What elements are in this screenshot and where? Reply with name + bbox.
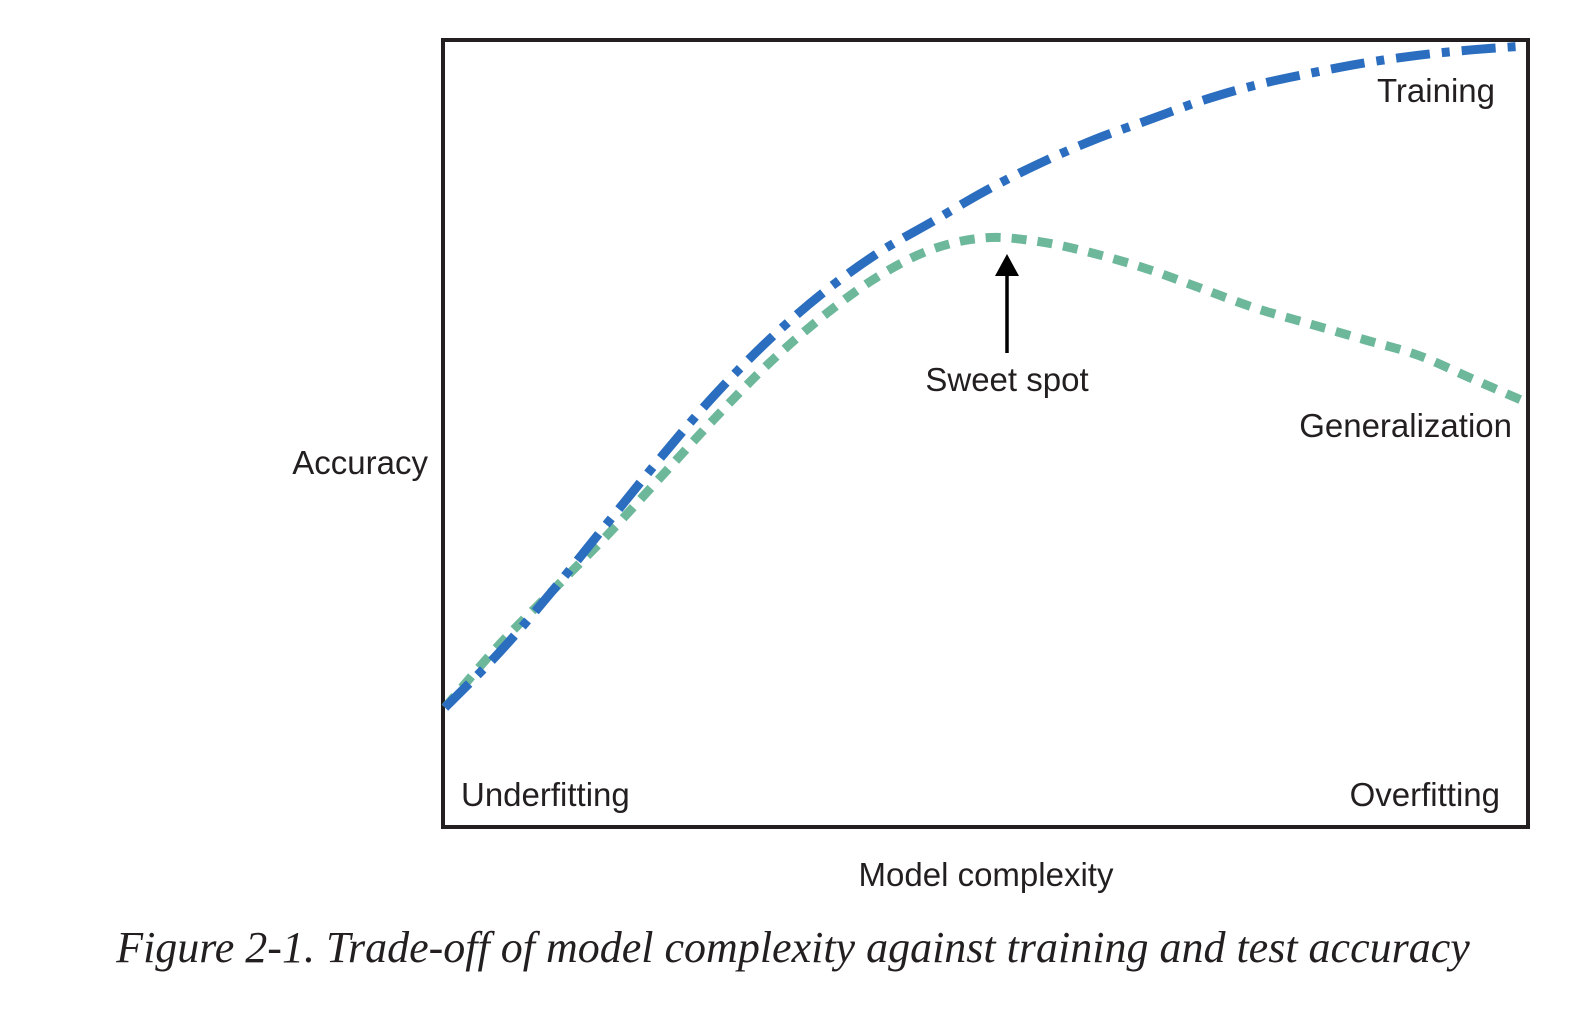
underfitting-label: Underfitting (461, 776, 630, 813)
series-line-training (441, 41, 1527, 711)
generalization-series-label: Generalization (1299, 407, 1512, 444)
series-line-generalization (441, 232, 1528, 711)
sweet-spot-label: Sweet spot (925, 361, 1088, 398)
overfitting-label: Overfitting (1350, 776, 1500, 813)
series-layer (441, 41, 1528, 711)
plot-frame (441, 38, 1530, 829)
figure-caption: Figure 2-1. Trade-off of model complexit… (116, 923, 1470, 972)
sweet-spot-arrow-head (995, 254, 1019, 276)
x-axis-label: Model complexity (859, 856, 1114, 893)
training-series-label: Training (1377, 72, 1495, 109)
y-axis-label: Accuracy (292, 444, 428, 481)
